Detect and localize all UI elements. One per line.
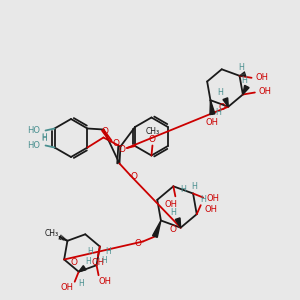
Polygon shape — [210, 100, 215, 115]
Text: H: H — [218, 88, 223, 97]
Text: O: O — [71, 258, 78, 267]
Text: H: H — [241, 76, 247, 85]
Text: H: H — [171, 208, 177, 217]
Polygon shape — [243, 85, 249, 94]
Text: O: O — [118, 145, 125, 154]
Text: CH₃: CH₃ — [146, 127, 160, 136]
Text: H: H — [85, 257, 91, 266]
Text: OH: OH — [258, 87, 272, 96]
Polygon shape — [153, 220, 161, 237]
Text: H: H — [102, 256, 107, 265]
Text: H: H — [215, 108, 221, 117]
Text: O: O — [134, 239, 141, 248]
Text: H: H — [238, 63, 244, 72]
Text: H: H — [42, 133, 47, 142]
Text: H: H — [42, 134, 47, 143]
Polygon shape — [79, 266, 86, 272]
Text: H: H — [200, 195, 206, 204]
Text: OH: OH — [207, 194, 220, 203]
Text: HO: HO — [27, 141, 40, 150]
Text: OH: OH — [98, 277, 111, 286]
Text: O: O — [131, 172, 138, 181]
Text: O: O — [102, 127, 109, 136]
Polygon shape — [223, 98, 228, 107]
Text: OH: OH — [206, 118, 219, 127]
Text: H: H — [87, 247, 93, 256]
Text: H: H — [180, 185, 186, 194]
Text: HO: HO — [27, 126, 40, 135]
Text: O: O — [113, 139, 120, 148]
Polygon shape — [175, 218, 181, 228]
Text: OH: OH — [92, 258, 104, 267]
Text: OH: OH — [255, 73, 268, 82]
Text: H: H — [105, 247, 111, 256]
Text: OH: OH — [165, 200, 178, 209]
Text: OH: OH — [204, 205, 217, 214]
Text: O: O — [169, 225, 176, 234]
Text: O: O — [149, 135, 156, 144]
Text: O: O — [219, 103, 226, 112]
Text: CH₃: CH₃ — [44, 229, 58, 238]
Text: OH: OH — [60, 283, 73, 292]
Text: H: H — [78, 279, 84, 288]
Text: H: H — [191, 182, 197, 191]
